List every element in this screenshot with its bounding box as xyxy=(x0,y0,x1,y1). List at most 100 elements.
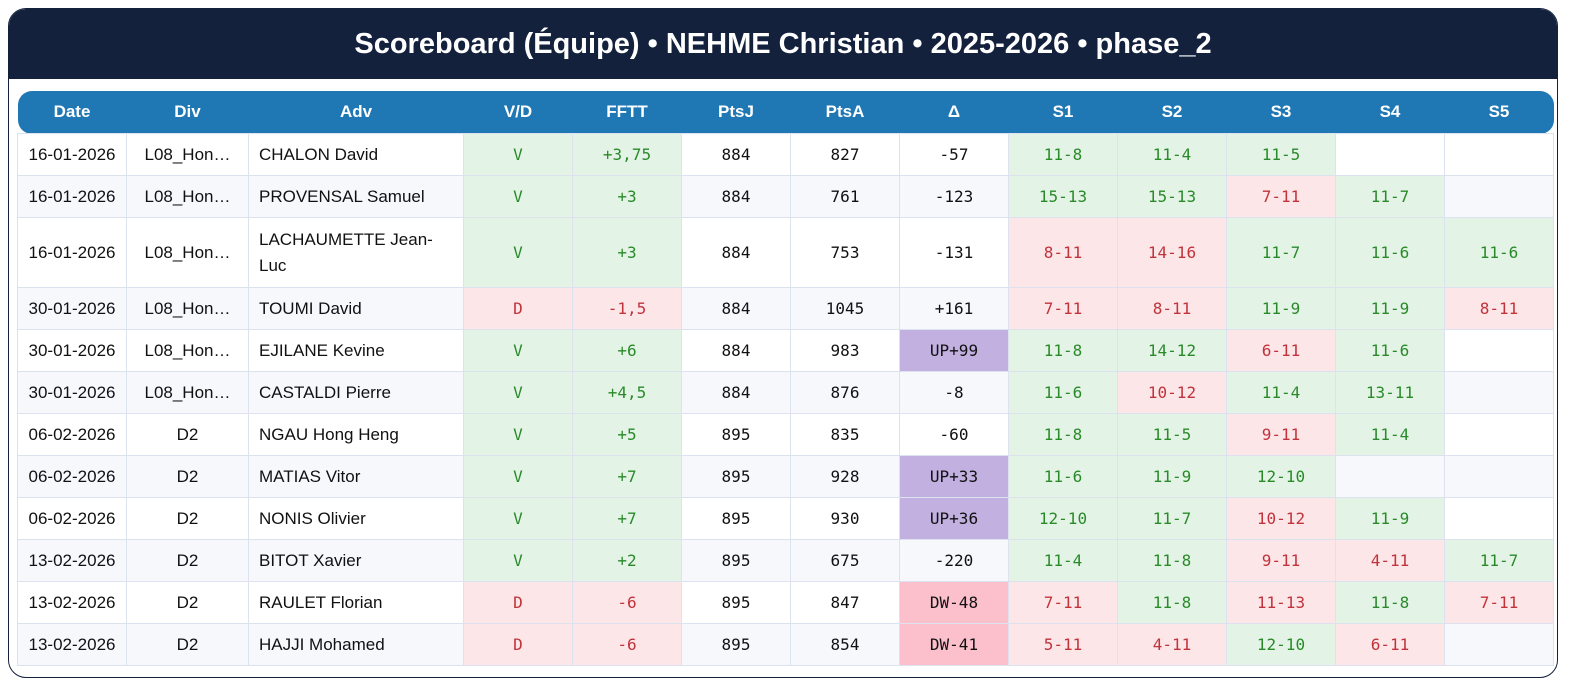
table-cell: D2 xyxy=(126,581,249,624)
table-cell: 827 xyxy=(790,133,900,176)
table-cell: 10-12 xyxy=(1226,497,1336,540)
table-cell: NGAU Hong Heng xyxy=(248,413,464,456)
table-cell: 675 xyxy=(790,539,900,582)
table-cell: 1045 xyxy=(790,287,900,330)
column-header: Div xyxy=(126,91,249,134)
table-cell: DW-41 xyxy=(899,623,1009,666)
table-cell: V xyxy=(463,217,573,288)
table-cell: 11-5 xyxy=(1226,133,1336,176)
table-cell: 11-6 xyxy=(1008,455,1118,498)
table-cell: 753 xyxy=(790,217,900,288)
table-cell: 8-11 xyxy=(1117,287,1227,330)
table-cell xyxy=(1444,413,1554,456)
column-header: S2 xyxy=(1117,91,1227,134)
table-cell: 884 xyxy=(681,371,791,414)
table-cell xyxy=(1444,497,1554,540)
table-cell: 06-02-2026 xyxy=(17,413,127,456)
table-cell xyxy=(1444,133,1554,176)
table-cell: 11-7 xyxy=(1226,217,1336,288)
table-cell: CHALON David xyxy=(248,133,464,176)
title-bar: Scoreboard (Équipe) • NEHME Christian • … xyxy=(9,9,1557,79)
table-cell: 6-11 xyxy=(1226,329,1336,372)
table-cell: +3,75 xyxy=(572,133,682,176)
table-row: 13-02-2026 D2 RAULET Florian D -6 895 847 DW-48… xyxy=(17,581,1554,624)
table-cell: 884 xyxy=(681,287,791,330)
table-cell: D2 xyxy=(126,413,249,456)
table-cell: D xyxy=(463,287,573,330)
table-cell: 8-11 xyxy=(1008,217,1118,288)
table-cell: -123 xyxy=(899,175,1009,218)
table-cell: V xyxy=(463,497,573,540)
table-cell: 13-02-2026 xyxy=(17,623,127,666)
table-cell: D xyxy=(463,581,573,624)
table-cell: +3 xyxy=(572,217,682,288)
table-cell xyxy=(1335,455,1445,498)
table-cell: 30-01-2026 xyxy=(17,371,127,414)
table-cell: UP+99 xyxy=(899,329,1009,372)
column-header: FFTT xyxy=(572,91,682,134)
table-body: 16-01-2026 L08_Hon… CHALON David V +3,75 884 8… xyxy=(17,133,1554,666)
table-row: 16-01-2026 L08_Hon… LACHAUMETTE Jean-Luc V +… xyxy=(17,217,1554,288)
table-cell: 11-9 xyxy=(1335,497,1445,540)
table-cell: 11-8 xyxy=(1008,413,1118,456)
column-header: Date xyxy=(17,91,127,134)
table-cell: 11-9 xyxy=(1117,455,1227,498)
table-cell: 14-16 xyxy=(1117,217,1227,288)
column-header: Adv xyxy=(248,91,464,134)
scoreboard-card: Scoreboard (Équipe) • NEHME Christian • … xyxy=(8,8,1558,678)
table-row: 13-02-2026 D2 BITOT Xavier V +2 895 675 -220 11-… xyxy=(17,539,1554,582)
table-cell: 11-8 xyxy=(1335,581,1445,624)
table-cell: 11-5 xyxy=(1117,413,1227,456)
table-cell: 11-13 xyxy=(1226,581,1336,624)
table-cell: D xyxy=(463,623,573,666)
table-row: 13-02-2026 D2 HAJJI Mohamed D -6 895 854 DW-41 5… xyxy=(17,623,1554,666)
table-cell: 7-11 xyxy=(1008,581,1118,624)
table-cell: NONIS Olivier xyxy=(248,497,464,540)
table-cell: -6 xyxy=(572,581,682,624)
table-cell: +161 xyxy=(899,287,1009,330)
table-row: 16-01-2026 L08_Hon… PROVENSAL Samuel V +3 884… xyxy=(17,175,1554,218)
table-cell: 11-4 xyxy=(1117,133,1227,176)
table-cell: 9-11 xyxy=(1226,413,1336,456)
table-cell: 12-10 xyxy=(1008,497,1118,540)
table-cell: 16-01-2026 xyxy=(17,217,127,288)
table-cell: 15-13 xyxy=(1117,175,1227,218)
column-header: PtsA xyxy=(790,91,900,134)
table-cell: V xyxy=(463,175,573,218)
table-cell: HAJJI Mohamed xyxy=(248,623,464,666)
table-row: 06-02-2026 D2 NONIS Olivier V +7 895 930 UP+36 1… xyxy=(17,497,1554,540)
table-cell: TOUMI David xyxy=(248,287,464,330)
table-cell: 11-4 xyxy=(1335,413,1445,456)
table-cell: 11-8 xyxy=(1117,581,1227,624)
table-cell: 7-11 xyxy=(1008,287,1118,330)
column-header: S1 xyxy=(1008,91,1118,134)
table-cell: 11-7 xyxy=(1444,539,1554,582)
table-cell: 12-10 xyxy=(1226,455,1336,498)
score-table: Date Div Adv V/D FFTT PtsJ PtsA Δ S1 S2 S3 S4 S5 16-… xyxy=(17,91,1554,666)
table-row: 16-01-2026 L08_Hon… CHALON David V +3,75 884 8… xyxy=(17,133,1554,176)
table-row: 30-01-2026 L08_Hon… TOUMI David D -1,5 884 104… xyxy=(17,287,1554,330)
table-cell: +7 xyxy=(572,497,682,540)
table-cell: 7-11 xyxy=(1444,581,1554,624)
table-cell: L08_Hon… xyxy=(126,175,249,218)
table-cell: V xyxy=(463,455,573,498)
table-cell: 11-8 xyxy=(1117,539,1227,582)
table-row: 06-02-2026 D2 MATIAS Vitor V +7 895 928 UP+33 11… xyxy=(17,455,1554,498)
table-cell: UP+36 xyxy=(899,497,1009,540)
table-cell: +3 xyxy=(572,175,682,218)
table-cell: D2 xyxy=(126,623,249,666)
table-cell: +6 xyxy=(572,329,682,372)
column-header: S4 xyxy=(1335,91,1445,134)
table-cell: -8 xyxy=(899,371,1009,414)
table-cell: L08_Hon… xyxy=(126,217,249,288)
header-row: Date Div Adv V/D FFTT PtsJ PtsA Δ S1 S2 S3 S4 S5 xyxy=(17,91,1554,134)
table-cell: 11-6 xyxy=(1335,217,1445,288)
table-cell: 761 xyxy=(790,175,900,218)
table-cell: 895 xyxy=(681,581,791,624)
table-cell: 895 xyxy=(681,455,791,498)
table-cell: 884 xyxy=(681,133,791,176)
table-cell xyxy=(1444,329,1554,372)
table-cell: 30-01-2026 xyxy=(17,329,127,372)
table-cell: V xyxy=(463,371,573,414)
table-cell: LACHAUMETTE Jean-Luc xyxy=(248,217,464,288)
